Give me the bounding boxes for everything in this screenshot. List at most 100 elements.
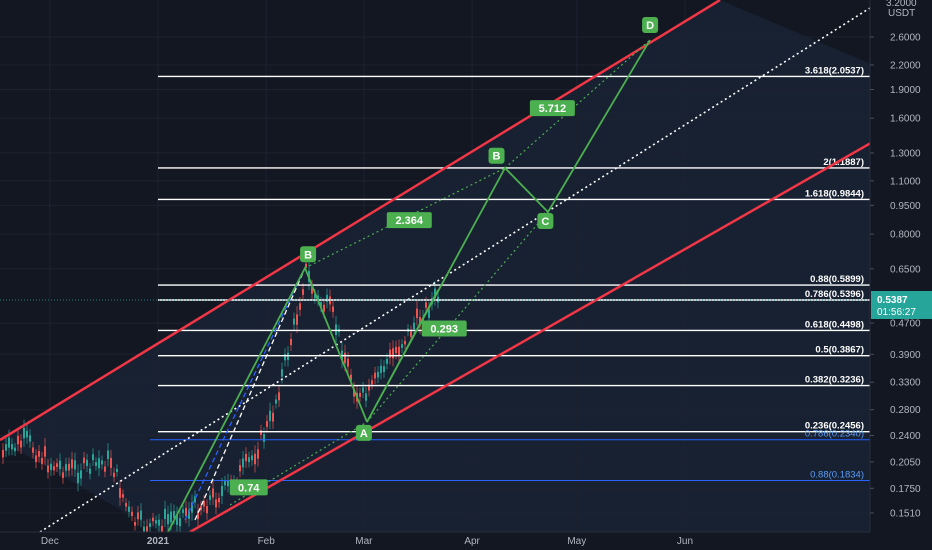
candle-body — [383, 366, 385, 373]
candle-body — [152, 517, 154, 522]
candle-body — [344, 352, 346, 364]
candle-body — [32, 447, 34, 453]
fib-label: 3.618(2.0537) — [805, 65, 864, 76]
candle-body — [347, 358, 349, 367]
candle-body — [128, 506, 130, 512]
candle-body — [182, 509, 184, 513]
candle-body — [263, 434, 265, 442]
candle-body — [398, 346, 400, 356]
ratio-label-box — [529, 100, 575, 117]
x-tick-label: May — [567, 536, 586, 547]
pattern-point-box — [642, 17, 659, 33]
candle-body — [272, 412, 274, 422]
fib-levels: 3.618(2.0537) 2(1.1887) 1.618(0.9844) 0.88(… — [150, 65, 870, 481]
candle-body — [278, 392, 280, 401]
y-tick-label: 1.1000 — [890, 176, 921, 187]
candle-body — [260, 430, 262, 435]
y-axis[interactable]: 2.6000 2.2000 1.9000 1.6000 1.3000 1.1000 0.95… — [870, 33, 921, 520]
ratio-label-box — [421, 320, 467, 337]
channel-midline — [39, 7, 870, 532]
candle-body — [23, 427, 25, 439]
pattern-point-box — [300, 246, 317, 263]
candle-body — [185, 507, 187, 517]
y-tick-label: 2.2000 — [890, 60, 921, 71]
candle-body — [2, 449, 4, 458]
fib-label: 0.786(0.2340) — [805, 429, 864, 440]
candle-body — [77, 472, 79, 484]
x-tick-label: Apr — [464, 536, 480, 547]
candle-body — [104, 466, 106, 472]
candle-body — [227, 480, 229, 487]
candle-body — [314, 294, 316, 299]
candle-body — [284, 354, 286, 361]
y-tick-label: 0.1750 — [890, 484, 921, 495]
pattern-point-label: B — [493, 151, 501, 163]
candle-body — [299, 303, 301, 310]
candle-body — [14, 447, 16, 452]
candle-body — [80, 470, 82, 479]
candle-body — [53, 466, 55, 471]
candle-body — [209, 495, 211, 500]
candle-body — [401, 344, 403, 349]
candle-body — [194, 496, 196, 503]
candle-body — [200, 506, 202, 511]
candle-body — [332, 306, 334, 312]
candle-body — [167, 514, 169, 525]
candle-body — [215, 499, 217, 508]
current-price-tag[interactable]: 0.5387 01:56:27 — [871, 291, 932, 319]
x-axis[interactable]: Dec 2021 Feb Mar Apr May Jun — [41, 536, 693, 547]
channel-lower-line — [189, 141, 870, 532]
candle-body — [38, 451, 40, 457]
candle-body — [56, 463, 58, 467]
candle-body — [377, 371, 379, 378]
candle-body — [239, 465, 241, 472]
pattern-point-box — [488, 147, 505, 164]
candle-body — [206, 506, 208, 514]
candle-body — [44, 446, 46, 457]
fib-label: 0.5(0.3867) — [815, 345, 864, 356]
y-axis-top-partial: 3.2000 — [886, 0, 917, 9]
current-price-value: 0.5387 — [877, 295, 908, 306]
y-tick-label: 1.3000 — [890, 148, 921, 159]
pattern-point-label: B — [304, 249, 312, 261]
candle-body — [248, 457, 250, 463]
candle-body — [245, 453, 247, 462]
candle-body — [335, 324, 337, 336]
candle-body — [101, 460, 103, 465]
candle-body — [155, 520, 157, 524]
candle-body — [305, 263, 307, 268]
candle-body — [20, 440, 22, 448]
candle-body — [161, 525, 163, 532]
candle-body — [71, 459, 73, 469]
ratio-label: 0.293 — [430, 324, 458, 336]
candle-body — [35, 455, 37, 463]
fib-label: 0.382(0.3236) — [805, 375, 864, 386]
pattern-point-labels: B A B C D — [300, 17, 659, 441]
candle-body — [266, 421, 268, 427]
candle-body — [221, 485, 223, 496]
ratio-label-box — [386, 212, 432, 229]
fib-label: 1.618(0.9844) — [805, 188, 864, 199]
y-tick-label: 0.2050 — [890, 457, 921, 468]
candle-body — [395, 346, 397, 354]
candle-body — [74, 460, 76, 470]
candle-body — [68, 463, 70, 471]
pattern-dotted-ac — [366, 211, 549, 423]
candle-body — [323, 304, 325, 312]
candle-body — [131, 511, 133, 517]
candle-body — [143, 526, 145, 532]
candle-body — [173, 511, 175, 519]
candle-body — [113, 472, 115, 478]
candle-body — [368, 384, 370, 391]
candle-body — [254, 453, 256, 465]
candle-body — [302, 289, 304, 295]
candle-body — [191, 502, 193, 513]
pattern-point-label: C — [541, 216, 549, 228]
candle-body — [281, 369, 283, 377]
candle-body — [419, 317, 421, 327]
ratio-labels: 0.74 0.293 2.364 5.712 — [229, 100, 575, 496]
candle-body — [50, 463, 52, 470]
candle-body — [320, 302, 322, 307]
